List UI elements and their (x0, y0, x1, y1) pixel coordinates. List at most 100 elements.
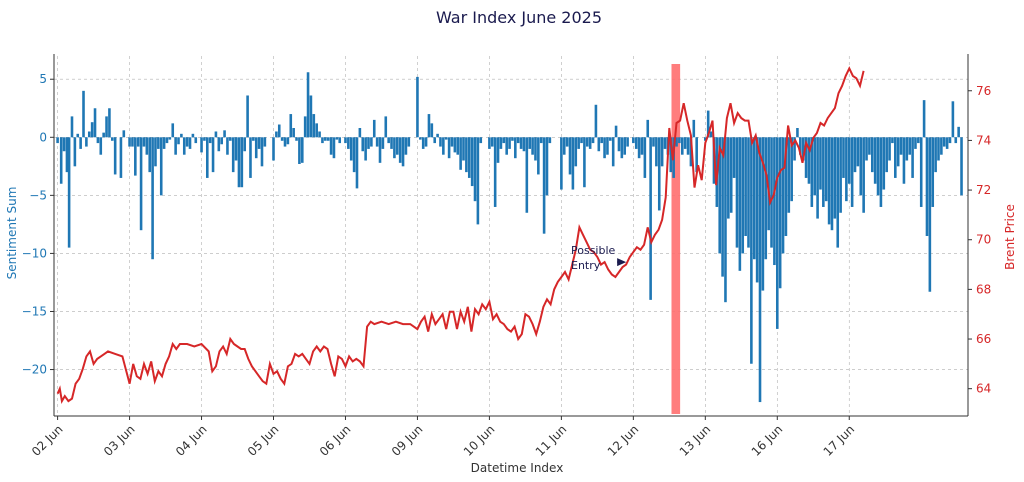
sentiment-bar (611, 137, 615, 167)
sentiment-bar (876, 137, 880, 196)
sentiment-bar (211, 137, 215, 173)
sentiment-bar (735, 137, 739, 248)
sentiment-bar (505, 137, 508, 155)
sentiment-bar (370, 137, 373, 147)
sentiment-bar (724, 137, 727, 303)
brent-price-line (56, 66, 865, 404)
sentiment-bar (847, 137, 851, 184)
sentiment-bar (655, 137, 658, 167)
sentiment-bar (93, 108, 97, 138)
axes: 5 0 −5 −10 −15 −20 64 66 68 70 72 74 76 02 Jun 03 Jun 0… (22, 54, 991, 459)
sentiment-bar (349, 137, 353, 161)
sentiment-bar (545, 137, 549, 196)
sentiment-bar (361, 137, 365, 152)
sentiment-bar (580, 137, 583, 144)
sentiment-bar (790, 137, 793, 202)
sentiment-bar (145, 137, 149, 155)
right-tick-label: 70 (976, 233, 991, 247)
sentiment-bar (105, 116, 108, 138)
sentiment-bar (660, 137, 664, 167)
sentiment-bar (424, 137, 428, 147)
sentiment-bar (367, 137, 370, 149)
sentiment-bar (600, 137, 603, 144)
x-tick-label: 17 Jun (821, 422, 858, 459)
sentiment-bar (537, 137, 540, 175)
sentiment-bar (205, 137, 209, 178)
sentiment-bar (839, 137, 842, 213)
sentiment-bar (90, 122, 94, 138)
sentiment-bar (879, 137, 883, 207)
sentiment-bar (657, 137, 661, 211)
sentiment-bar (819, 137, 822, 190)
sentiment-bar (775, 137, 779, 329)
sentiment-bar (522, 137, 526, 152)
sentiment-bar (917, 137, 920, 144)
sentiment-bar (387, 137, 390, 144)
sentiment-bar (942, 137, 946, 147)
sentiment-bar (375, 137, 379, 147)
chart-title: War Index June 2025 (436, 8, 602, 27)
sentiment-bar (200, 137, 203, 153)
sentiment-bar (203, 137, 206, 141)
annotation-arrow-head (617, 258, 627, 267)
sentiment-bar (254, 137, 258, 159)
sentiment-bar (165, 137, 169, 144)
sentiment-bar (122, 130, 126, 138)
sentiment-bar (154, 137, 157, 167)
sentiment-bar (479, 137, 483, 144)
sentiment-bar (830, 137, 834, 231)
right-tick-label: 76 (976, 84, 991, 98)
sentiment-bar (951, 101, 955, 138)
right-tick-label: 72 (976, 183, 991, 197)
sentiment-bar (514, 137, 517, 159)
sentiment-bar (436, 133, 439, 138)
sentiment-bar (709, 131, 713, 138)
sentiment-bar (442, 137, 445, 155)
sentiment-bar (462, 137, 465, 161)
sentiment-bar (240, 137, 244, 188)
sentiment-bar (185, 137, 189, 147)
sentiment-bar (508, 137, 511, 149)
sentiment-bar (649, 137, 652, 300)
sentiment-bar (188, 137, 192, 149)
sentiment-bar (306, 72, 310, 138)
sentiment-bar (778, 137, 782, 289)
sentiment-bar (136, 137, 140, 147)
sentiment-bar (934, 137, 937, 173)
sentiment-bar (352, 137, 356, 173)
sentiment-bar (542, 137, 546, 234)
sentiment-bar (447, 137, 451, 159)
sentiment-bar (914, 137, 917, 149)
sentiment-bar (315, 123, 318, 138)
sentiment-bar (433, 137, 437, 144)
sentiment-bar (62, 137, 66, 152)
x-axis-label: Datetime Index (471, 461, 564, 475)
sentiment-bar (182, 137, 186, 155)
sentiment-bar (810, 137, 814, 207)
sentiment-bar (891, 137, 894, 144)
sentiment-bar (686, 137, 690, 155)
sentiment-bar (128, 137, 131, 147)
sentiment-bar (683, 137, 687, 149)
sentiment-bar (758, 137, 762, 403)
sentiment-bar (191, 133, 195, 138)
sentiment-bar (873, 137, 877, 184)
sentiment-bar (801, 137, 805, 161)
sentiment-bar (836, 137, 840, 248)
sentiment-bar (430, 123, 434, 138)
sentiment-bar (303, 116, 307, 138)
sentiment-bar (76, 133, 80, 138)
sentiment-bar (67, 137, 71, 248)
sentiment-bar (298, 137, 301, 164)
sentiment-bar (439, 137, 442, 147)
x-tick-label: 12 Jun (605, 422, 642, 459)
sentiment-bar (499, 137, 503, 149)
sentiment-bar (99, 137, 103, 155)
sentiment-bars (56, 72, 963, 403)
x-tick-label: 09 Jun (389, 422, 426, 459)
sentiment-bar (404, 137, 408, 155)
sentiment-bar (856, 137, 860, 167)
sentiment-bar (465, 137, 468, 173)
sentiment-bar (744, 137, 747, 236)
sentiment-bar (108, 108, 111, 138)
